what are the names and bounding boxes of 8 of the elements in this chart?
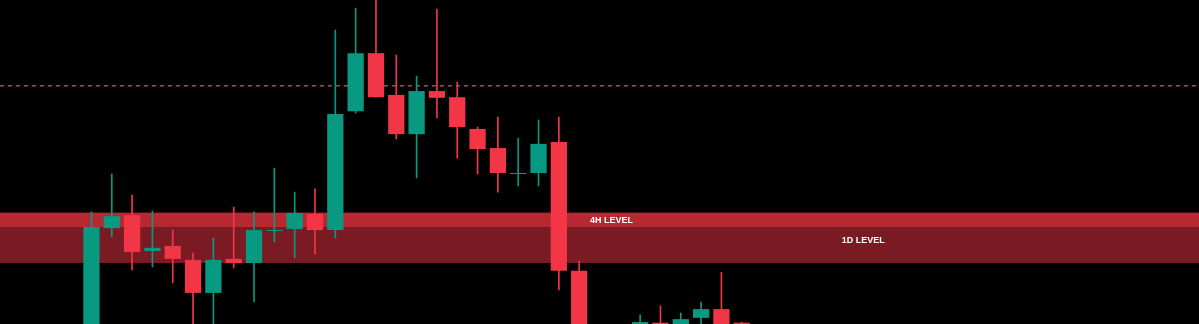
candlestick (225, 206, 242, 269)
candlestick (103, 173, 120, 238)
candlestick (164, 229, 181, 284)
candlestick (428, 8, 446, 119)
band-label: 4H LEVEL (589, 215, 634, 226)
band-label: 1D LEVEL (841, 234, 886, 245)
candlestick (510, 137, 527, 187)
candlestick (306, 188, 324, 255)
